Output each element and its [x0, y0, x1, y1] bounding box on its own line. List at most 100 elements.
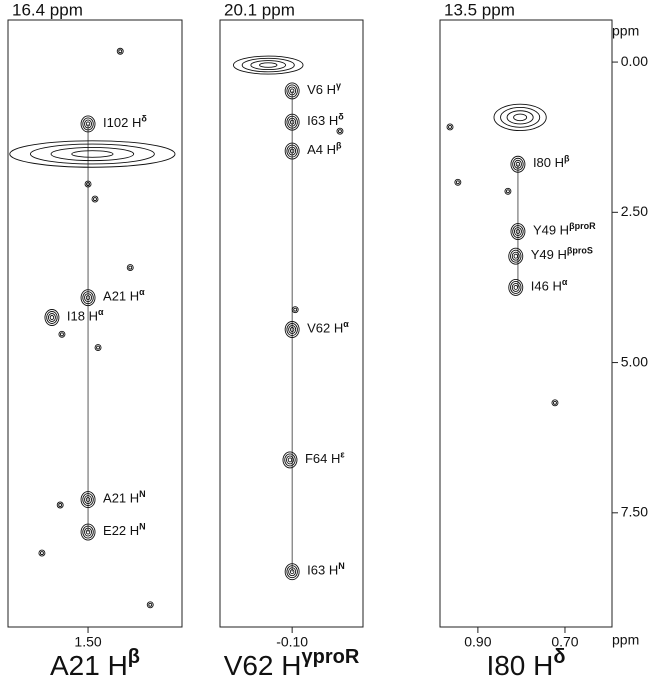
peak-label: E22 HN	[103, 522, 146, 539]
contour	[455, 179, 461, 185]
contour	[553, 401, 556, 404]
contour	[129, 266, 132, 269]
contour	[251, 61, 286, 70]
cross-peak	[39, 550, 45, 556]
peak-label: I102 Hδ	[103, 114, 147, 131]
contour	[127, 265, 133, 271]
label-sup: δ	[141, 114, 147, 124]
contour	[494, 104, 546, 130]
strip-label: V62 HγproR	[224, 646, 360, 681]
contour	[338, 130, 341, 133]
contour	[260, 63, 277, 68]
contour	[292, 307, 298, 313]
peak-label: A21 Hα	[103, 287, 145, 304]
cross-peak	[81, 116, 95, 132]
contour	[552, 400, 558, 406]
y-tick-label: 7.50	[621, 504, 648, 520]
label-sup: N	[139, 489, 146, 499]
label-sup: β	[564, 154, 570, 164]
panel-title: 13.5 ppm	[444, 0, 515, 19]
label-text: F64 H	[305, 451, 340, 466]
label-text: A21 H	[50, 650, 128, 681]
contour	[39, 550, 45, 556]
peak-label: V62 Hα	[307, 319, 349, 336]
label-text: A21 H	[103, 289, 139, 304]
contour	[119, 50, 122, 53]
label-text: E22 H	[103, 523, 139, 538]
contour	[97, 346, 100, 349]
cross-peak	[447, 124, 453, 130]
cross-peak	[57, 502, 63, 508]
label-sup: α	[562, 277, 568, 287]
contour	[60, 333, 63, 336]
contour	[57, 502, 63, 508]
label-text: I80 H	[486, 650, 553, 681]
contour	[514, 285, 518, 289]
label-sup: β	[128, 646, 140, 668]
label-text: I80 H	[533, 156, 564, 171]
contour	[233, 56, 303, 74]
x-tick-label: 0.90	[464, 634, 491, 650]
peak-label: I63 Hδ	[307, 112, 344, 129]
contour	[288, 458, 292, 462]
contour	[95, 345, 101, 351]
label-sup: N	[338, 562, 345, 572]
cross-peak	[505, 188, 511, 194]
strip-label: A21 Hβ	[50, 646, 140, 681]
label-sup: γ	[336, 81, 341, 91]
cross-peak	[552, 400, 558, 406]
contour	[10, 141, 175, 167]
cross-peak	[127, 265, 133, 271]
cross-peak	[117, 48, 123, 54]
label-sup: ε	[340, 450, 345, 460]
label-sup: δ	[553, 646, 565, 668]
label-text: Y49 H	[531, 248, 567, 263]
contour	[149, 603, 152, 606]
x-axis-label: ppm	[612, 632, 639, 648]
cross-peak	[45, 309, 59, 325]
contour	[117, 48, 123, 54]
cross-peak	[283, 452, 297, 468]
peak-label: V6 Hγ	[307, 81, 341, 98]
contour	[506, 190, 509, 193]
contour	[92, 196, 98, 202]
label-sup: α	[98, 307, 104, 317]
contour	[48, 313, 55, 321]
y-tick-label: 5.00	[621, 353, 648, 369]
contour	[59, 503, 62, 506]
cross-peak	[147, 602, 153, 608]
cross-peak	[455, 179, 461, 185]
peak-label: I80 Hβ	[533, 154, 570, 171]
peak-label: I18 Hα	[67, 307, 104, 324]
cross-peak	[95, 345, 101, 351]
cross-peak	[59, 331, 65, 337]
y-tick-label: 2.50	[621, 203, 648, 219]
label-sup: β	[336, 141, 342, 151]
cross-peak	[292, 307, 298, 313]
peak-label: A4 Hβ	[307, 141, 342, 158]
contour	[337, 128, 343, 134]
panel-title: 20.1 ppm	[224, 0, 295, 19]
label-sup: α	[343, 319, 349, 329]
peak-label: Y49 HβproS	[531, 246, 593, 263]
label-text: A21 H	[103, 491, 139, 506]
contour	[72, 151, 113, 158]
cross-peak	[10, 141, 175, 167]
label-sup: γproR	[302, 646, 360, 668]
cross-peak	[509, 248, 523, 264]
figure: ppm ppm 0.002.505.007.5016.4 ppm1.50A21 …	[0, 0, 650, 687]
label-sup: βproS	[567, 246, 593, 256]
label-text: A4 H	[307, 142, 336, 157]
contour	[147, 602, 153, 608]
label-text: I102 H	[103, 115, 141, 130]
peak-label: I46 Hα	[531, 277, 568, 294]
contour	[514, 114, 527, 121]
label-text: I63 H	[307, 114, 338, 129]
contour	[514, 254, 518, 258]
peak-label: A21 HN	[103, 489, 146, 506]
contour	[94, 198, 97, 201]
y-tick-label: 0.00	[621, 53, 648, 69]
cross-peak	[337, 128, 343, 134]
strip-label: I80 Hδ	[486, 646, 565, 681]
label-sup: α	[139, 287, 145, 297]
